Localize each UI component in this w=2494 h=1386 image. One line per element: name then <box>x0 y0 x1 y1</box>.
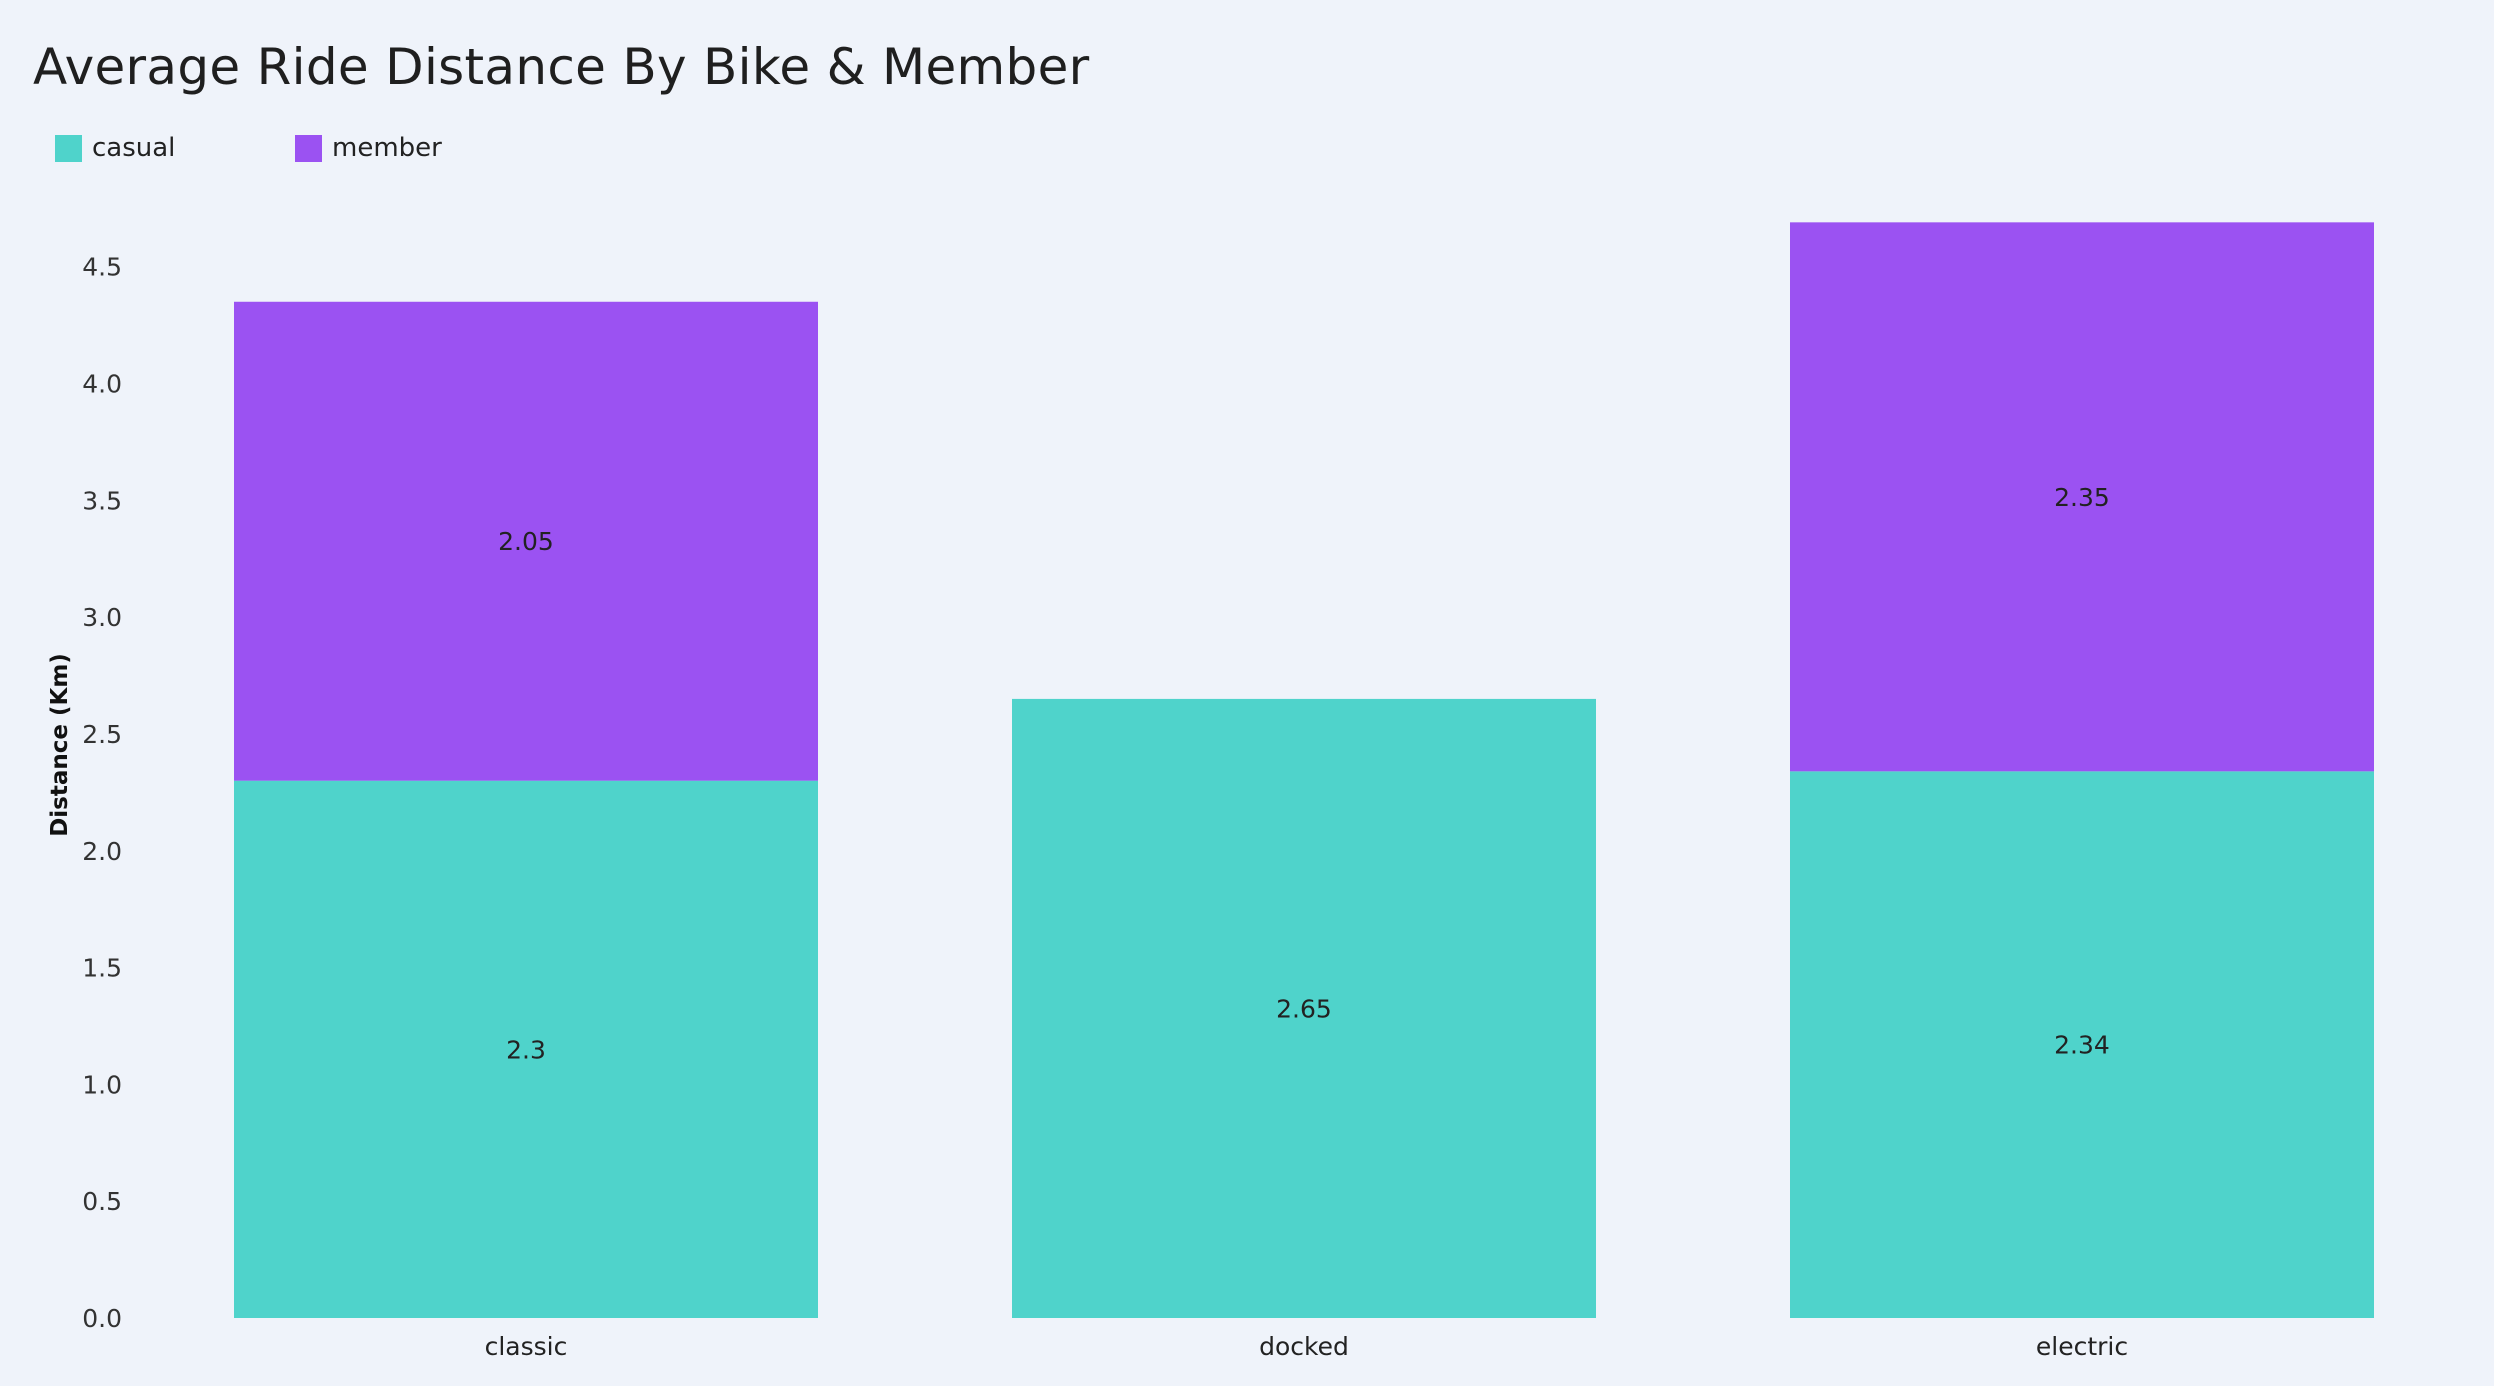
y-tick-label: 0.0 <box>82 1304 122 1333</box>
legend-item-member[interactable]: member <box>295 133 442 163</box>
y-tick-label: 4.0 <box>82 370 122 399</box>
x-axis: classic docked electric <box>485 1332 2129 1361</box>
legend-swatch-member <box>295 134 322 162</box>
x-tick-label-docked: docked <box>1259 1332 1349 1361</box>
chart-title: Average Ride Distance By Bike & Member <box>33 38 1090 96</box>
legend-swatch-casual <box>55 134 82 162</box>
data-label-member-classic: 2.05 <box>498 527 554 556</box>
bar-member-electric[interactable] <box>1790 222 2374 772</box>
y-tick-label: 3.5 <box>82 486 122 515</box>
data-label-casual-classic: 2.3 <box>506 1035 546 1064</box>
data-label-casual-docked: 2.65 <box>1276 994 1332 1023</box>
bar-member-classic[interactable] <box>234 301 818 781</box>
legend-label-casual: casual <box>92 133 176 163</box>
bar-casual-electric[interactable] <box>1790 771 2374 1318</box>
y-axis-title: Distance (Km) <box>47 653 73 837</box>
legend-item-casual[interactable]: casual <box>55 133 295 163</box>
legend-label-member: member <box>332 133 442 163</box>
x-tick-label-electric: electric <box>2036 1332 2128 1361</box>
y-tick-label: 3.0 <box>82 603 122 632</box>
data-label-casual-electric: 2.34 <box>2054 1031 2110 1060</box>
bar-casual-classic[interactable] <box>234 780 818 1318</box>
y-axis: 0.0 0.5 1.0 1.5 2.0 2.5 3.0 3.5 4.0 4.5 <box>82 253 122 1333</box>
data-label-member-electric: 2.35 <box>2054 483 2110 512</box>
y-tick-label: 0.5 <box>82 1187 122 1216</box>
bar-casual-docked[interactable] <box>1012 698 1596 1318</box>
y-tick-label: 4.5 <box>82 253 122 282</box>
bars <box>234 222 2374 1318</box>
legend: casual member <box>55 133 442 163</box>
y-tick-label: 1.0 <box>82 1070 122 1099</box>
bar-labels: 2.3 2.05 2.65 2.34 2.35 <box>498 483 2110 1065</box>
y-tick-label: 2.5 <box>82 720 122 749</box>
y-tick-label: 1.5 <box>82 954 122 983</box>
x-tick-label-classic: classic <box>485 1332 568 1361</box>
y-tick-label: 2.0 <box>82 837 122 866</box>
